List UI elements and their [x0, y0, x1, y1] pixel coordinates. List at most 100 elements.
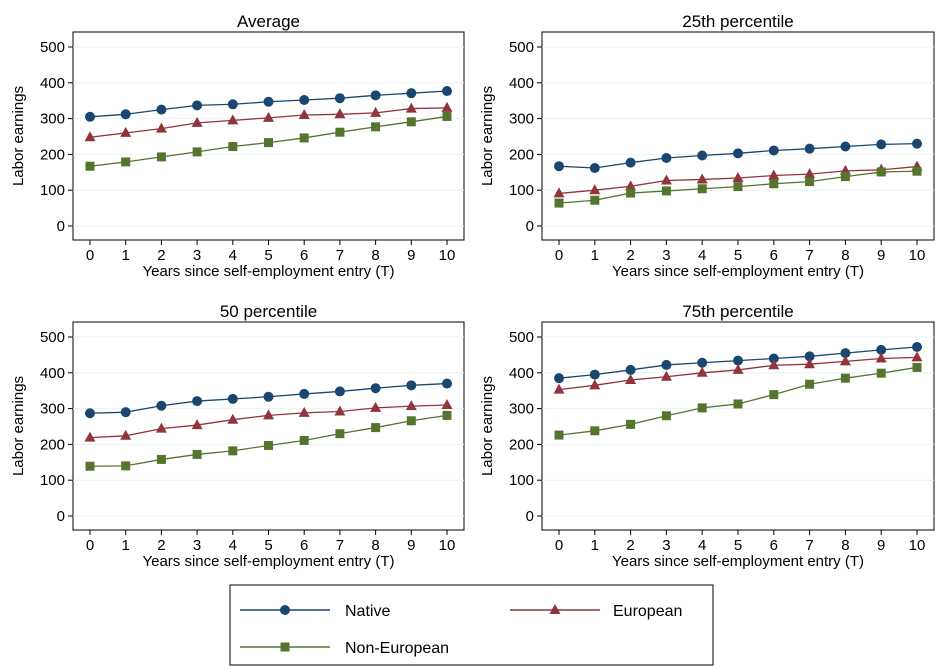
- data-point: [697, 357, 708, 368]
- data-point: [405, 102, 417, 113]
- x-tick-label: 9: [877, 537, 885, 554]
- data-point: [192, 396, 203, 407]
- x-tick-label: 5: [264, 247, 272, 264]
- data-point: [405, 400, 417, 411]
- data-point: [334, 386, 345, 397]
- data-point: [406, 117, 416, 127]
- x-tick-label: 0: [86, 537, 94, 554]
- data-point: [192, 100, 203, 111]
- legend-label: Non-European: [345, 640, 449, 657]
- y-tick-label: 0: [57, 218, 65, 235]
- data-point: [590, 195, 600, 205]
- chart-title: 25th percentile: [682, 12, 794, 31]
- data-point: [227, 393, 238, 404]
- data-point: [625, 157, 636, 168]
- x-tick-label: 1: [122, 537, 130, 554]
- y-tick-label: 500: [509, 39, 534, 56]
- data-point: [85, 461, 95, 471]
- chart-panel-3: 0 100 200 300 400 500 0 1 2 3 4 5 6 7 8 9 10 50 percentil…: [10, 302, 465, 570]
- legend-item-european: European: [510, 603, 682, 620]
- data-point: [120, 407, 131, 418]
- data-point: [442, 410, 452, 420]
- plot-area: [541, 31, 935, 241]
- y-axis-label: Labor earnings: [10, 86, 27, 186]
- x-tick-label: 4: [698, 537, 706, 554]
- x-tick-label: 10: [909, 537, 926, 554]
- data-point: [406, 416, 416, 426]
- data-point: [554, 198, 564, 208]
- data-point: [553, 187, 565, 198]
- x-tick-label: 2: [626, 537, 634, 554]
- data-point: [441, 399, 453, 410]
- x-tick-label: 0: [555, 247, 563, 264]
- y-tick-label: 100: [509, 182, 534, 199]
- data-point: [805, 379, 815, 389]
- series-native: [554, 342, 922, 384]
- legend-label: European: [613, 603, 682, 620]
- data-point: [406, 380, 417, 391]
- legend-item-non-european: Non-European: [240, 640, 449, 657]
- y-tick-label: 0: [57, 508, 65, 525]
- legend-marker: [280, 642, 290, 652]
- x-tick-label: 7: [805, 537, 813, 554]
- chart-panel-2: 0 100 200 300 400 500 0 1 2 3 4 5 6 7 8 9 10 25th percent…: [479, 12, 935, 280]
- data-point: [120, 429, 132, 440]
- data-point: [85, 111, 95, 122]
- data-point: [732, 172, 744, 183]
- chart-panel-4: 0 100 200 300 400 500 0 1 2 3 4 5 6 7 8 9 10 75th percent…: [479, 302, 935, 570]
- data-point: [334, 108, 346, 119]
- x-tick-label: 10: [909, 247, 926, 264]
- y-tick-label: 200: [40, 146, 65, 163]
- y-tick-label: 0: [526, 508, 534, 525]
- data-point: [697, 150, 708, 161]
- data-point: [299, 133, 309, 143]
- x-tick-label: 3: [193, 537, 201, 554]
- y-tick-label: 100: [509, 472, 534, 489]
- data-point: [371, 423, 381, 433]
- x-tick-label: 6: [770, 537, 778, 554]
- series-european: [553, 351, 923, 394]
- data-point: [660, 174, 672, 185]
- x-tick-label: 6: [300, 247, 308, 264]
- data-point: [661, 411, 671, 421]
- data-point: [661, 359, 672, 370]
- data-point: [264, 440, 273, 450]
- x-tick-label: 8: [841, 247, 849, 264]
- data-point: [192, 449, 202, 459]
- data-point: [733, 399, 743, 409]
- data-point: [840, 141, 851, 152]
- series-non-european: [554, 166, 922, 208]
- series-native: [85, 86, 452, 122]
- y-tick-label: 200: [509, 146, 534, 163]
- data-point: [85, 408, 95, 419]
- data-point: [840, 373, 850, 383]
- x-tick-label: 6: [770, 247, 778, 264]
- legend-item-native: Native: [240, 603, 390, 620]
- data-point: [839, 355, 851, 366]
- data-point: [696, 366, 708, 377]
- data-point: [228, 142, 238, 152]
- data-point: [554, 373, 564, 384]
- data-point: [626, 419, 636, 429]
- data-point: [768, 353, 779, 364]
- data-point: [299, 388, 310, 399]
- chart-title: Average: [237, 12, 300, 31]
- y-tick-label: 400: [40, 75, 65, 92]
- data-point: [697, 184, 707, 194]
- data-point: [156, 400, 167, 411]
- data-point: [768, 359, 780, 370]
- data-point: [155, 422, 167, 433]
- y-tick-label: 300: [40, 111, 65, 128]
- data-point: [335, 429, 345, 439]
- legend-marker: [280, 605, 290, 615]
- data-point: [370, 401, 382, 412]
- data-point: [804, 351, 815, 362]
- data-point: [191, 419, 203, 430]
- data-point: [227, 99, 238, 110]
- data-point: [192, 147, 202, 157]
- data-point: [156, 104, 167, 115]
- data-point: [299, 94, 310, 105]
- data-point: [442, 86, 452, 97]
- y-tick-label: 400: [509, 75, 534, 92]
- x-tick-label: 3: [662, 247, 670, 264]
